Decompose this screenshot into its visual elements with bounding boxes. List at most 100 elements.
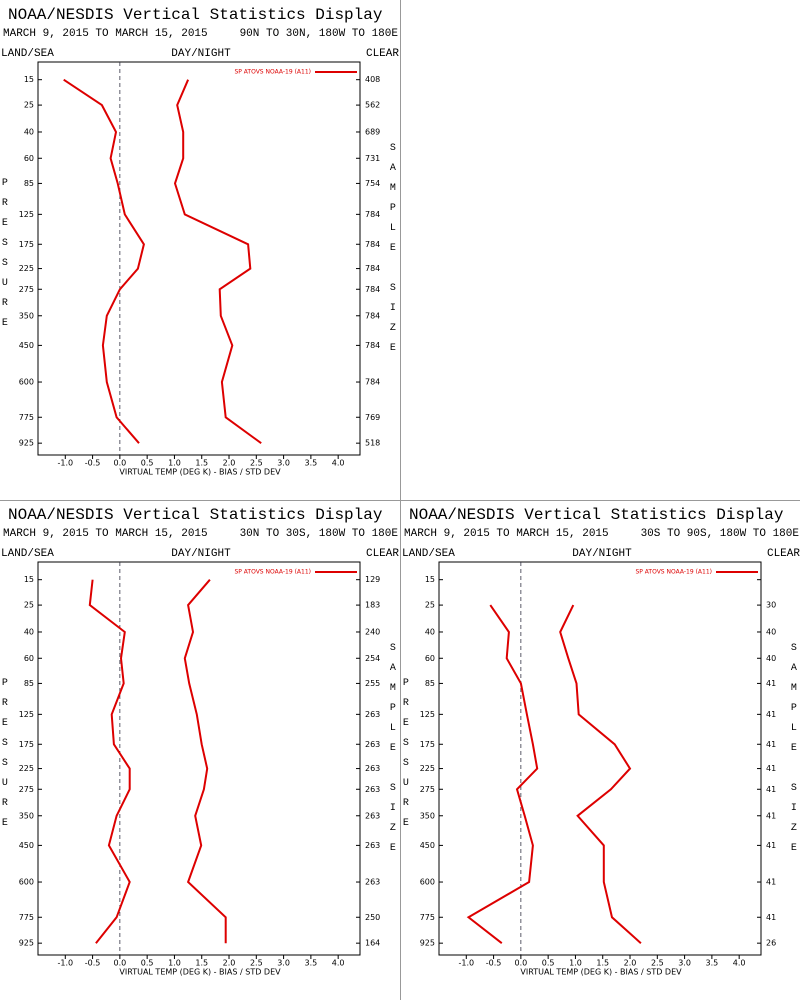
y-tick-label: 15 (425, 575, 435, 584)
legend-label: SP ATOVS NOAA-19 (A11) (234, 69, 311, 76)
date-range: MARCH 9, 2015 TO MARCH 15, 2015 (404, 528, 609, 540)
sample-size: 41 (766, 710, 776, 719)
sample-size: 731 (365, 154, 380, 163)
chart-title: NOAA/NESDIS Vertical Statistics Display (8, 6, 383, 24)
sample-size: 40 (766, 627, 776, 636)
x-tick-label: 2.0 (624, 959, 637, 968)
land-sea-label: LAND/SEA (1, 548, 54, 560)
sample-size: 562 (365, 101, 380, 110)
y-tick-label: 60 (425, 654, 435, 663)
x-tick-label: 0.0 (113, 459, 126, 468)
bias-line (466, 604, 539, 944)
y-tick-label: 125 (19, 710, 34, 719)
bias-line (63, 78, 145, 444)
x-tick-label: 1.0 (569, 959, 582, 968)
y-tick-label: 275 (19, 785, 34, 794)
sample-size: 41 (766, 764, 776, 773)
x-tick-label: 3.5 (706, 959, 719, 968)
std-dev-line (173, 79, 262, 445)
y-tick-label: 15 (24, 575, 34, 584)
x-tick-label: 4.0 (332, 959, 345, 968)
date-range: MARCH 9, 2015 TO MARCH 15, 2015 (3, 28, 208, 40)
sample-size: 40 (766, 654, 776, 663)
x-tick-label: -1.0 (57, 459, 73, 468)
y-tick-label: 25 (425, 601, 435, 610)
sample-size: 183 (365, 601, 380, 610)
std-dev-line (183, 579, 227, 944)
clear-label: CLEAR (366, 548, 399, 560)
y-tick-label: 925 (19, 439, 34, 448)
y-tick-label: 450 (420, 841, 435, 850)
y-tick-label: 40 (425, 627, 435, 636)
sample-size: 408 (365, 75, 380, 84)
y-tick-label: 125 (19, 210, 34, 219)
plot-frame (37, 561, 361, 956)
x-tick-label: 0.0 (514, 959, 527, 968)
sample-size: 30 (766, 601, 776, 610)
x-tick-label: 4.0 (332, 459, 345, 468)
y-tick-label: 450 (19, 841, 34, 850)
x-tick-label: -0.5 (486, 959, 502, 968)
sample-size: 240 (365, 627, 380, 636)
sample-size: 250 (365, 913, 380, 922)
std-dev-line (559, 604, 642, 944)
x-tick-label: 3.0 (678, 959, 691, 968)
region: 90N TO 30N, 180W TO 180E (240, 28, 399, 40)
sample-size: 41 (766, 913, 776, 922)
y-tick-label: 350 (19, 811, 34, 820)
chart-title: NOAA/NESDIS Vertical Statistics Display (8, 506, 383, 524)
sample-size: 784 (365, 378, 380, 387)
x-tick-label: 2.5 (651, 959, 664, 968)
y-tick-label: 175 (19, 240, 34, 249)
x-axis-label: VIRTUAL TEMP (DEG K) - BIAS / STD DEV (520, 968, 682, 977)
plot-frame (37, 61, 361, 456)
y-tick-label: 450 (19, 341, 34, 350)
sample-size: 784 (365, 311, 380, 320)
clear-label: CLEAR (366, 48, 399, 60)
sample-size: 784 (365, 240, 380, 249)
y-tick-label: 350 (19, 311, 34, 320)
y-tick-label: 775 (420, 913, 435, 922)
sample-size: 263 (365, 740, 380, 749)
chart-title: NOAA/NESDIS Vertical Statistics Display (409, 506, 784, 524)
sample-size: 784 (365, 285, 380, 294)
y-tick-label: 60 (24, 154, 34, 163)
y-tick-label: 60 (24, 654, 34, 663)
bias-line (88, 579, 131, 944)
x-tick-label: 2.0 (223, 459, 236, 468)
sample-size: 518 (365, 439, 380, 448)
y-tick-label: 125 (420, 710, 435, 719)
y2-axis-label: SAMPLE SIZE (788, 643, 799, 863)
y-tick-label: 85 (425, 679, 435, 688)
sample-size: 41 (766, 811, 776, 820)
x-tick-label: 1.0 (168, 959, 181, 968)
y-tick-label: 925 (19, 939, 34, 948)
x-tick-label: 0.5 (542, 959, 555, 968)
day-night-label: DAY/NIGHT (572, 548, 632, 560)
x-tick-label: 2.5 (250, 959, 263, 968)
y-axis-label: PRESSURE (0, 178, 10, 338)
y2-axis-label: SAMPLE SIZE (387, 143, 398, 363)
y-tick-label: 40 (24, 127, 34, 136)
x-tick-label: 1.5 (195, 959, 208, 968)
legend-label: SP ATOVS NOAA-19 (A11) (234, 569, 311, 576)
x-tick-label: 0.0 (113, 959, 126, 968)
x-tick-label: 3.5 (305, 959, 318, 968)
sample-size: 41 (766, 679, 776, 688)
sample-size: 784 (365, 264, 380, 273)
y-axis-label: PRESSURE (0, 678, 10, 838)
sample-size: 754 (365, 179, 380, 188)
sample-size: 263 (365, 785, 380, 794)
sample-size: 41 (766, 841, 776, 850)
x-tick-label: 3.0 (277, 959, 290, 968)
sample-size: 769 (365, 413, 380, 422)
y-tick-label: 275 (19, 285, 34, 294)
x-tick-label: 2.5 (250, 459, 263, 468)
y-tick-label: 600 (19, 878, 34, 887)
y-tick-label: 275 (420, 785, 435, 794)
y-tick-label: 600 (19, 378, 34, 387)
y-tick-label: 40 (24, 627, 34, 636)
sample-size: 129 (365, 575, 380, 584)
sample-size: 689 (365, 127, 380, 136)
